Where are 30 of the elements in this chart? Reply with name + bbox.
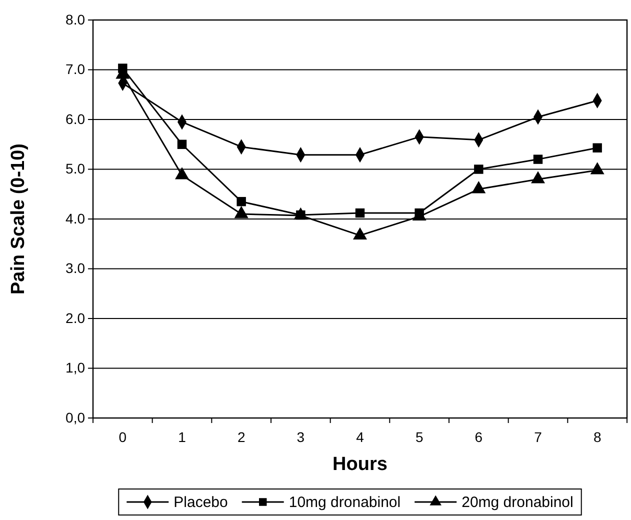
text: 5.0 <box>66 160 85 177</box>
text: 8.0 <box>66 11 85 28</box>
point <box>533 154 543 164</box>
y-tick-label: 0,0 <box>66 409 86 426</box>
point <box>355 208 365 218</box>
x-tick-label: 2 <box>237 428 246 445</box>
x-tick-label: 4 <box>356 428 364 445</box>
point <box>177 140 187 149</box>
point <box>474 164 484 174</box>
text: 3.0 <box>66 260 85 276</box>
text: 6.0 <box>66 110 85 127</box>
x-tick-label: 7 <box>534 428 542 445</box>
x-tick-label: 3 <box>296 428 305 445</box>
legend-label: Placebo <box>174 494 228 511</box>
x-tick-label: 6 <box>474 428 483 445</box>
x-tick-label: 1 <box>178 428 186 445</box>
y-axis-title: Pain Scale (0-10) <box>8 143 29 295</box>
text: 4.0 <box>66 210 85 226</box>
x-axis-title: Hours <box>332 454 388 475</box>
text: 7.0 <box>66 61 85 78</box>
text: 2.0 <box>66 310 85 326</box>
point <box>118 64 128 73</box>
y-tick-label: 1,0 <box>66 360 86 376</box>
point <box>592 143 602 152</box>
x-tick-label: 5 <box>415 428 424 445</box>
x-tick-label: 8 <box>593 428 602 445</box>
legend-label: 20mg dronabinol <box>462 494 574 511</box>
x-tick-label: 0 <box>118 428 127 445</box>
point <box>236 196 246 206</box>
legend-label: 10mg dronabinol <box>288 494 401 511</box>
